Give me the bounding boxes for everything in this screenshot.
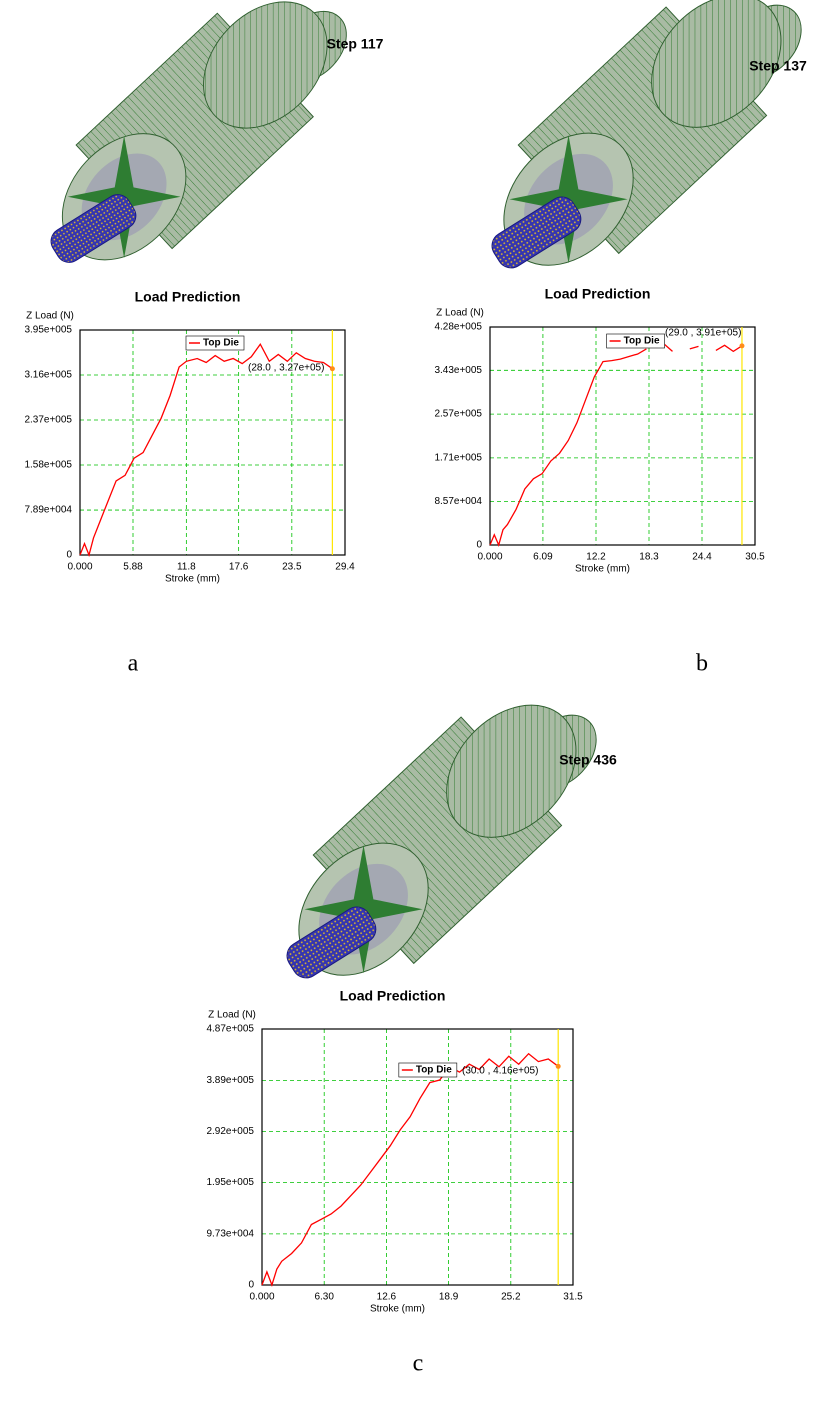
x-tick-label: 12.6 [377, 1292, 397, 1303]
chart-title: Load Prediction [545, 286, 651, 302]
load-line [490, 344, 742, 545]
y-tick-label: 1.95e+005 [206, 1177, 254, 1188]
current-point [739, 343, 744, 348]
legend-label: Top Die [416, 1065, 452, 1076]
load-line [262, 1054, 558, 1285]
simulation-render [478, 0, 816, 291]
point-annotation: (28.0 , 3.27e+05) [248, 363, 324, 374]
step-label: Step 137 [749, 58, 807, 74]
y-tick-label: 4.87e+005 [206, 1024, 254, 1035]
x-axis-label: Stroke (mm) [575, 564, 630, 575]
x-tick-label: 24.4 [692, 552, 712, 563]
panel-label: b [696, 651, 708, 677]
y-axis-label: Z Load (N) [208, 1010, 256, 1021]
point-annotation: (29.0 , 3.91e+05) [665, 328, 741, 339]
y-tick-label: 1.71e+005 [434, 453, 482, 464]
y-tick-label: 3.95e+005 [24, 325, 72, 336]
legend-label: Top Die [624, 336, 660, 347]
chart-title: Load Prediction [135, 289, 241, 305]
figure: Step 117 Load Prediction Z Load (N) Stroke … [0, 0, 836, 1411]
y-tick-label: 9.73e+004 [206, 1228, 254, 1239]
x-tick-label: 12.2 [586, 552, 606, 563]
current-point [556, 1064, 561, 1069]
step-label: Step 117 [327, 36, 384, 52]
point-annotation: (30.0 , 4.16e+05) [462, 1066, 538, 1077]
x-tick-label: 11.8 [177, 562, 196, 573]
y-tick-label: 2.92e+005 [206, 1126, 254, 1137]
x-tick-label: 18.9 [439, 1292, 459, 1303]
y-tick-label: 1.58e+005 [24, 460, 72, 471]
x-tick-label: 5.88 [123, 562, 143, 573]
panel-label: a [128, 651, 139, 677]
chart-title: Load Prediction [340, 988, 446, 1004]
current-point [330, 366, 335, 371]
x-tick-label: 18.3 [639, 552, 659, 563]
x-tick-label: 29.4 [335, 562, 355, 573]
y-tick-label: 7.89e+004 [24, 505, 72, 516]
x-axis-label: Stroke (mm) [165, 574, 220, 585]
y-tick-label: 2.57e+005 [434, 409, 482, 420]
x-tick-label: 25.2 [501, 1292, 521, 1303]
simulation-render [273, 680, 611, 1001]
x-tick-label: 0.000 [67, 562, 92, 573]
y-tick-label: 8.57e+004 [434, 496, 482, 507]
y-tick-label: 3.43e+005 [434, 365, 482, 376]
y-tick-label: 0 [248, 1280, 254, 1291]
legend-label: Top Die [203, 338, 239, 349]
y-tick-label: 2.37e+005 [24, 415, 72, 426]
y-tick-label: 0 [66, 550, 72, 561]
y-axis-label: Z Load (N) [26, 311, 74, 322]
y-tick-label: 0 [476, 540, 482, 551]
load-line [80, 344, 332, 555]
x-tick-label: 31.5 [563, 1292, 583, 1303]
y-tick-label: 4.28e+005 [434, 322, 482, 333]
page: Step 117 Load Prediction Z Load (N) Stroke … [0, 0, 836, 1411]
plot-frame [490, 327, 755, 545]
x-axis-label: Stroke (mm) [370, 1304, 425, 1315]
x-tick-label: 23.5 [282, 562, 302, 573]
simulation-render [37, 0, 359, 284]
y-tick-label: 3.16e+005 [24, 370, 72, 381]
y-axis-label: Z Load (N) [436, 308, 484, 319]
x-tick-label: 6.09 [533, 552, 553, 563]
x-tick-label: 30.5 [745, 552, 765, 563]
x-tick-label: 6.30 [314, 1292, 334, 1303]
x-tick-label: 17.6 [229, 562, 249, 573]
x-tick-label: 0.000 [249, 1292, 274, 1303]
panel-label: c [413, 1351, 424, 1377]
step-label: Step 436 [559, 752, 617, 768]
x-tick-label: 0.000 [477, 552, 502, 563]
y-tick-label: 3.89e+005 [206, 1075, 254, 1086]
